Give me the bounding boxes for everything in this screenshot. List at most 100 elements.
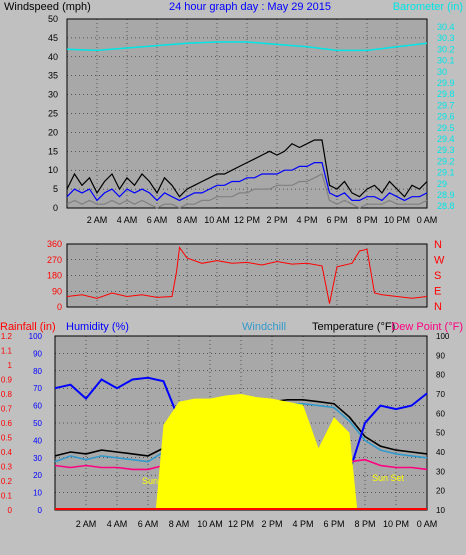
panel3-humidity-tick-label: 30 [33,454,42,463]
panel1-xtick-label: 4 PM [296,215,317,225]
series-wind-direction [66,246,428,304]
panel1-ytick-label: 50 [48,14,58,24]
panel3-rain-tick-label: 0.7 [1,405,13,414]
panel3-temp-tick-label: 60 [436,409,445,418]
panel3-humidity-tick-label: 80 [33,367,42,376]
panel2-ytick-label: 270 [47,255,62,265]
panel2-ytick-label: 0 [57,302,62,312]
panel1-ytick-right-label: 30 [437,67,447,77]
panel3-label-dewpoint: Dew Point (°F) [391,321,463,333]
panel3-label-temperature: Temperature (°F) [312,321,395,333]
panel1-ytick-label: 20 [48,127,58,137]
annotation-sunrise: Sun Rise [142,476,179,486]
series-speed [66,173,428,209]
series-solar [155,394,358,510]
panel3-humidity-tick-label: 90 [33,349,42,358]
panel3-rain-tick-label: 0.6 [1,419,13,428]
panel3-humidity-tick-label: 60 [33,402,42,411]
panel3-humidity-tick-label: 40 [33,436,42,445]
panel2-ytick-label: 180 [47,271,62,281]
panel1-ytick-right-label: 30.2 [437,44,455,54]
panel1-ytick-right-label: 29.6 [437,112,455,122]
panel3-temp-tick-label: 90 [436,351,445,360]
panel1-xtick-label: 4 AM [117,215,138,225]
panel2-direction-letter: E [434,286,441,298]
annotation-sunset: Sun Set [372,473,405,483]
panel1-ytick-right-label: 29 [437,179,447,189]
panel1-ytick-label: 5 [53,184,58,194]
panel1-xtick-label: 10 PM [384,215,410,225]
panel3-rain-tick-label: 0.5 [1,434,13,443]
panel1-ytick-right-label: 29.5 [437,123,455,133]
panel1-ytick-label: 35 [48,71,58,81]
panel1-ylabel-right: Barometer (in) [393,1,463,13]
panel1-ytick-right-label: 29.1 [437,168,455,178]
panel1-ytick-label: 15 [48,146,58,156]
panel1-xtick-label: 2 AM [87,215,108,225]
panel3-xtick-label: 8 PM [354,519,375,529]
panel3-rain-tick-label: 0.2 [1,477,13,486]
panel3-xtick-label: 2 AM [76,519,97,529]
panel1-ytick-label: 0 [53,203,58,213]
panel3-rain-tick-label: 0.8 [1,390,13,399]
panel1-ytick-label: 45 [48,33,58,43]
panel1-ytick-label: 40 [48,52,58,62]
panel1-ytick-right-label: 29.8 [437,89,455,99]
series-gust [66,139,428,198]
panel1-ytick-label: 25 [48,109,58,119]
panel3-temp-tick-label: 70 [436,390,445,399]
panel3-xtick-label: 12 PM [228,519,254,529]
panel3-rain-tick-label: 0.4 [1,448,13,457]
panel1-ytick-label: 10 [48,165,58,175]
panel3-xtick-label: 2 PM [261,519,282,529]
panel3-temp-tick-label: 20 [436,487,445,496]
panel3-label-humidity: Humidity (%) [66,321,129,333]
panel1-ytick-right-label: 29.4 [437,134,455,144]
panel3-rain-tick-label: 0.1 [1,492,13,501]
panel1-ytick-right-label: 30.3 [437,33,455,43]
panel2-ytick-label: 90 [52,286,62,296]
panel3-humidity-tick-label: 10 [33,489,42,498]
panel3-rain-tick-label: 1.2 [1,332,13,341]
panel1-xtick-label: 0 AM [417,215,438,225]
panel1-ytick-right-label: 30.1 [437,56,455,66]
series-avg [66,162,428,202]
panel1-ylabel: Windspeed (mph) [4,1,91,13]
panel3-humidity-tick-label: 50 [33,419,42,428]
panel3-xtick-label: 6 PM [323,519,344,529]
series-barometer [66,41,428,52]
panel2-direction-letter: N [434,301,442,313]
panel3-xtick-label: 10 PM [383,519,409,529]
panel1-ytick-right-label: 28.9 [437,190,455,200]
panel3-xtick-label: 8 AM [169,519,190,529]
panel3-humidity-tick-label: 20 [33,471,42,480]
panel3-xtick-label: 10 AM [197,519,223,529]
panel3-rain-tick-label: 0.3 [1,463,13,472]
panel1-ytick-label: 30 [48,90,58,100]
panel1-title: 24 hour graph day : May 29 2015 [169,1,331,13]
panel2-ytick-label: 360 [47,239,62,249]
panel2-direction-letter: N [434,239,442,251]
panel3-rain-tick-label: 1.1 [1,347,13,356]
panel3-rain-tick-label: 0.9 [1,376,13,385]
panel1-ytick-right-label: 29.3 [437,145,455,155]
panel3-xtick-label: 4 AM [107,519,128,529]
panel3-xtick-label: 6 AM [138,519,159,529]
panel3-xtick-label: 4 PM [292,519,313,529]
panel1-ytick-right-label: 28.8 [437,201,455,211]
panel1-ytick-right-label: 29.7 [437,100,455,110]
panel1-ytick-right-label: 29.2 [437,156,455,166]
panel3-temp-tick-label: 50 [436,429,445,438]
panel3-rain-tick-label: 0 [8,506,13,515]
panel3-humidity-tick-label: 0 [38,506,43,515]
panel1-ytick-right-label: 29.9 [437,78,455,88]
panel2-direction-letter: W [434,255,445,267]
panel1-xtick-label: 8 PM [356,215,377,225]
panel3-humidity-tick-label: 70 [33,384,42,393]
panel3-rain-tick-label: 1 [8,361,13,370]
panel1-xtick-label: 8 AM [177,215,198,225]
panel3-humidity-tick-label: 100 [29,332,43,341]
panel1-xtick-label: 2 PM [266,215,287,225]
